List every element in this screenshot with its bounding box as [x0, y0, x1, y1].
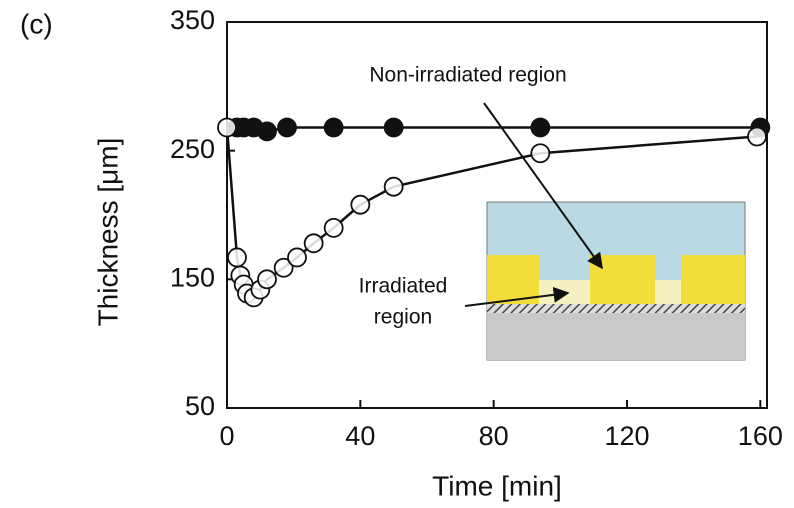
x-tick-label: 40: [345, 421, 375, 451]
x-tick-label: 80: [479, 421, 509, 451]
arrow: [464, 286, 570, 307]
data-point: [303, 233, 324, 254]
data-point: [217, 117, 237, 138]
y-tick-label: 350: [170, 5, 215, 35]
x-tick-label: 0: [219, 421, 234, 451]
series-line: [237, 126, 761, 133]
data-point: [277, 117, 297, 138]
data-point: [227, 247, 247, 268]
data-point: [383, 117, 404, 138]
data-point: [350, 194, 371, 215]
x-tick-label: 120: [604, 421, 649, 451]
y-axis-label: Thickness [μm]: [92, 138, 123, 327]
y-tick-label: 150: [170, 262, 215, 292]
data-point: [287, 247, 307, 268]
y-tick-label: 250: [170, 134, 215, 164]
inset-schematic: [486, 201, 746, 361]
plot-frame: [226, 21, 768, 409]
data-point: [747, 126, 767, 147]
data-point: [273, 257, 294, 278]
panel-label: (c): [20, 8, 53, 39]
x-axis-label: Time [min]: [432, 470, 562, 501]
data-point: [257, 121, 277, 142]
annotation: region: [374, 306, 432, 329]
annotation: Non-irradiated region: [369, 64, 566, 87]
y-tick-label: 50: [185, 391, 215, 421]
data-point: [530, 117, 551, 138]
annotation: Irradiated: [359, 275, 448, 298]
data-point: [323, 117, 344, 138]
data-point: [383, 176, 404, 197]
data-point: [257, 269, 277, 290]
data-point: [530, 143, 551, 164]
arrow: [483, 102, 603, 270]
x-tick-label: 160: [738, 421, 783, 451]
data-point: [323, 217, 344, 238]
